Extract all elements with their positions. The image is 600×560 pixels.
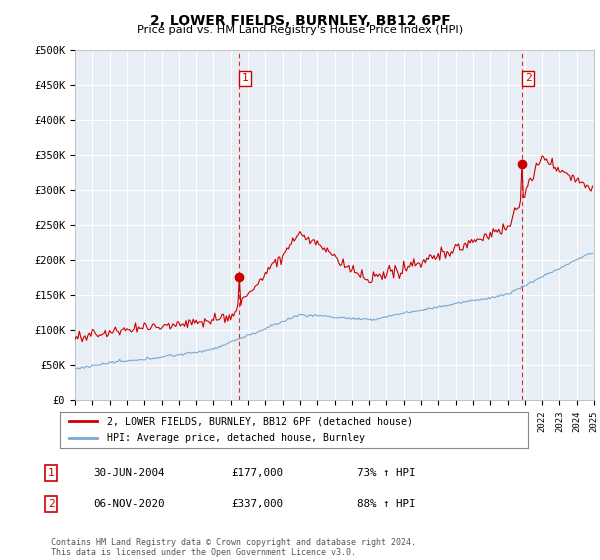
Text: £177,000: £177,000 xyxy=(231,468,283,478)
Text: 06-NOV-2020: 06-NOV-2020 xyxy=(93,499,164,509)
Text: HPI: Average price, detached house, Burnley: HPI: Average price, detached house, Burn… xyxy=(107,433,365,443)
Text: 2: 2 xyxy=(47,499,55,509)
Text: Contains HM Land Registry data © Crown copyright and database right 2024.
This d: Contains HM Land Registry data © Crown c… xyxy=(51,538,416,557)
Text: 2, LOWER FIELDS, BURNLEY, BB12 6PF (detached house): 2, LOWER FIELDS, BURNLEY, BB12 6PF (deta… xyxy=(107,417,413,426)
Text: 2: 2 xyxy=(525,73,532,83)
Text: £337,000: £337,000 xyxy=(231,499,283,509)
Text: 30-JUN-2004: 30-JUN-2004 xyxy=(93,468,164,478)
Text: Price paid vs. HM Land Registry's House Price Index (HPI): Price paid vs. HM Land Registry's House … xyxy=(137,25,463,35)
Text: 73% ↑ HPI: 73% ↑ HPI xyxy=(357,468,415,478)
Text: 88% ↑ HPI: 88% ↑ HPI xyxy=(357,499,415,509)
Text: 2, LOWER FIELDS, BURNLEY, BB12 6PF: 2, LOWER FIELDS, BURNLEY, BB12 6PF xyxy=(149,14,451,28)
Text: 1: 1 xyxy=(47,468,55,478)
Text: 1: 1 xyxy=(242,73,248,83)
